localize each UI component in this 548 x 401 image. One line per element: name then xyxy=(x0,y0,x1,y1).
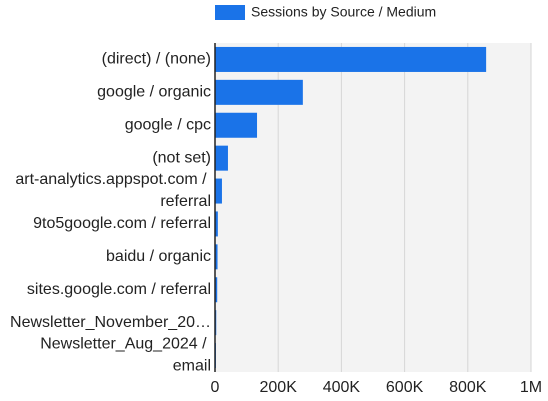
bar xyxy=(215,277,218,303)
y-tick-label: google / organic xyxy=(97,84,211,101)
x-tick-label: 800K xyxy=(449,379,487,396)
x-tick-label: 400K xyxy=(323,379,361,396)
x-tick-label: 600K xyxy=(386,379,424,396)
legend-label: Sessions by Source / Medium xyxy=(251,4,436,20)
label-line: art-analytics.appspot.com / xyxy=(15,171,211,188)
y-tick-label: sites.google.com / referral xyxy=(27,281,211,298)
y-tick-label: (not set) xyxy=(152,149,211,166)
label-line: Newsletter_Aug_2024 / xyxy=(40,336,211,353)
legend-swatch xyxy=(215,5,245,20)
x-tick-label: 200K xyxy=(260,379,298,396)
x-tick-label: 0 xyxy=(211,379,220,396)
y-tick-label: (direct) / (none) xyxy=(102,51,211,68)
bar xyxy=(215,145,228,171)
label-line: email xyxy=(173,358,211,375)
bar xyxy=(215,178,222,204)
y-tick-label: baidu / organic xyxy=(106,248,211,265)
bar xyxy=(215,46,487,72)
bar xyxy=(215,211,218,237)
y-tick-label: 9to5google.com / referral xyxy=(33,215,211,232)
x-tick-label: 1M xyxy=(520,379,542,396)
bar xyxy=(215,244,218,270)
label-line: referral xyxy=(160,193,211,210)
y-tick-label: Newsletter_November_20… xyxy=(10,314,211,331)
y-tick-label: google / cpc xyxy=(125,116,211,133)
bar xyxy=(215,79,303,105)
y-tick-label: Newsletter_Aug_2024 / email xyxy=(40,336,211,375)
y-tick-label: art-analytics.appspot.com / referral xyxy=(15,171,211,210)
bar xyxy=(215,112,258,138)
